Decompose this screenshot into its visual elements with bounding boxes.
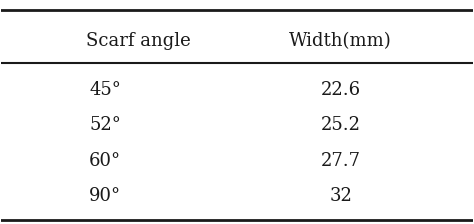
Text: 52°: 52° xyxy=(89,116,121,134)
Text: 45°: 45° xyxy=(89,81,121,99)
Text: 60°: 60° xyxy=(89,152,121,170)
Text: 22.6: 22.6 xyxy=(320,81,361,99)
Text: Width(mm): Width(mm) xyxy=(289,32,392,50)
Text: 32: 32 xyxy=(329,187,352,205)
Text: Scarf angle: Scarf angle xyxy=(86,32,191,50)
Text: 25.2: 25.2 xyxy=(321,116,361,134)
Text: 90°: 90° xyxy=(89,187,121,205)
Text: 27.7: 27.7 xyxy=(321,152,361,170)
